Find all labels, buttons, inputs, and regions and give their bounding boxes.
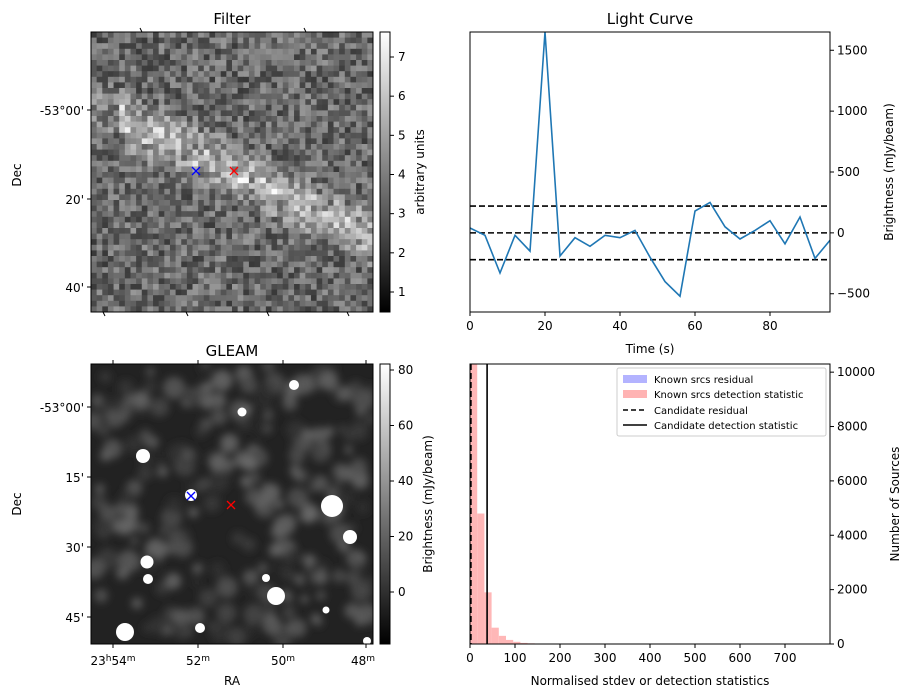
gleam-ytick-1: 15' xyxy=(65,471,84,485)
gleam-panel: GLEAM xyxy=(10,342,435,688)
histogram-ytick-2: 4000 xyxy=(837,528,868,542)
gleam-markers xyxy=(186,491,236,510)
light-curve-ytick-4: 1500 xyxy=(837,43,868,57)
histogram-xlabel: Normalised stdev or detection statistics xyxy=(531,674,770,688)
filter-colorbar-tick-1: 2 xyxy=(398,246,406,260)
gleam-colorbar: 0 20 40 60 80 Brightness (mJy/beam) xyxy=(379,363,435,645)
legend-label-candidate-residual: Candidate residual xyxy=(654,406,748,417)
histogram-bar-1-7 xyxy=(520,642,528,644)
gleam-colorbar-tick-1: 20 xyxy=(398,530,413,544)
gleam-ytick-3: 45' xyxy=(65,611,84,625)
gleam-colorbar-tick-0: 0 xyxy=(398,585,406,599)
gleam-colorbar-tick-4: 80 xyxy=(398,363,413,377)
filter-red-marker xyxy=(229,166,239,176)
gleam-xtick-1: 52m xyxy=(186,654,210,668)
light-curve-ytick-1: 0 xyxy=(837,226,845,240)
filter-colorbar-tick-6: 7 xyxy=(398,50,406,64)
light-curve-xtick-2: 40 xyxy=(612,319,627,333)
histogram-bar-1-0 xyxy=(470,364,478,644)
gleam-xtick-3: 48m xyxy=(351,654,375,668)
light-curve-series xyxy=(469,31,831,298)
legend-label-candidate-detection: Candidate detection statistic xyxy=(654,421,798,432)
histogram-xtick-5: 500 xyxy=(684,651,707,665)
light-curve-ylabel: Brightness (mJy/beam) xyxy=(882,103,896,241)
histogram-bar-1-1 xyxy=(477,513,485,644)
light-curve-xlabel: Time (s) xyxy=(625,342,675,356)
filter-panel: Filter -53°00' 20' 40' Dec 1 2 3 4 5 6 7 arbit… xyxy=(10,10,427,317)
filter-ylabel: Dec xyxy=(10,163,24,186)
histogram-bar-1-6 xyxy=(513,641,521,644)
histogram-xtick-4: 400 xyxy=(639,651,662,665)
light-curve-ytick-0: −500 xyxy=(837,287,870,301)
gleam-xlabel: RA xyxy=(224,674,241,688)
histogram-ytick-5: 10000 xyxy=(837,365,875,379)
gleam-ylabel: Dec xyxy=(10,492,24,515)
light-curve-xtick-4: 80 xyxy=(762,319,777,333)
light-curve-xtick-1: 20 xyxy=(537,319,552,333)
light-curve-xtick-3: 60 xyxy=(687,319,702,333)
histogram-xtick-6: 600 xyxy=(729,651,752,665)
histogram-xtick-2: 200 xyxy=(549,651,572,665)
filter-colorbar-tick-5: 6 xyxy=(398,89,406,103)
filter-colorbar-tick-2: 3 xyxy=(398,207,406,221)
filter-ytick-0: -53°00' xyxy=(40,104,84,118)
filter-colorbar-label: arbitrary units xyxy=(413,129,427,215)
histogram-xtick-7: 700 xyxy=(774,651,797,665)
filter-image xyxy=(91,32,373,312)
light-curve-ytick-3: 1000 xyxy=(837,104,868,118)
histogram-xtick-3: 300 xyxy=(594,651,617,665)
histogram-ytick-0: 0 xyxy=(837,637,845,651)
histogram-legend: Known srcs residual Known srcs detection… xyxy=(616,367,827,437)
filter-blue-marker xyxy=(191,166,201,176)
legend-label-known-detection: Known srcs detection statistic xyxy=(654,390,803,401)
histogram-panel: 0 100 200 300 400 500 600 700 0 2000 4000 6000 8000… xyxy=(466,363,902,688)
gleam-sources xyxy=(116,380,371,644)
gleam-xtick-0: 23h54m xyxy=(90,654,135,668)
histogram-candidate-lines xyxy=(470,364,488,644)
light-curve-xtick-0: 0 xyxy=(466,319,474,333)
gleam-xtick-2: 50m xyxy=(271,654,295,668)
histogram-ytick-4: 8000 xyxy=(837,420,868,434)
gleam-red-marker xyxy=(226,500,236,510)
gleam-ytick-0: -53°00' xyxy=(40,401,84,415)
gleam-ytick-2: 30' xyxy=(65,541,84,555)
filter-markers xyxy=(191,166,239,176)
histogram-ytick-3: 6000 xyxy=(837,474,868,488)
light-curve-threshold-lines xyxy=(470,205,830,261)
gleam-image xyxy=(91,364,373,644)
histogram-bar-1-2 xyxy=(484,592,492,644)
histogram-ytick-1: 2000 xyxy=(837,583,868,597)
histogram-xtick-1: 100 xyxy=(504,651,527,665)
gleam-title: GLEAM xyxy=(206,342,259,360)
gleam-colorbar-tick-3: 60 xyxy=(398,419,413,433)
histogram-bar-1-4 xyxy=(498,635,506,644)
light-curve-ytick-2: 500 xyxy=(837,165,860,179)
filter-ytick-1: 20' xyxy=(65,193,84,207)
legend-swatch-known-residual xyxy=(623,375,647,383)
gleam-blue-marker xyxy=(186,491,196,501)
histogram-xtick-0: 0 xyxy=(466,651,474,665)
gleam-colorbar-tick-2: 40 xyxy=(398,474,413,488)
filter-ytick-2: 40' xyxy=(65,281,84,295)
filter-colorbar: 1 2 3 4 5 6 7 arbitrary units xyxy=(379,31,427,313)
light-curve-panel: Light Curve 0 20 40 60 80 −500 0 500 1000 1500 T… xyxy=(466,10,896,356)
filter-title: Filter xyxy=(213,10,251,28)
filter-colorbar-tick-4: 5 xyxy=(398,128,406,142)
histogram-ylabel: Number of Sources xyxy=(888,447,902,562)
legend-swatch-known-detection xyxy=(623,390,647,398)
filter-colorbar-tick-0: 1 xyxy=(398,285,406,299)
filter-colorbar-tick-3: 4 xyxy=(398,168,406,182)
light-curve-title: Light Curve xyxy=(607,10,693,28)
histogram-bar-1-5 xyxy=(506,639,514,644)
legend-label-known-residual: Known srcs residual xyxy=(654,375,753,386)
histogram-bar-1-3 xyxy=(491,627,499,644)
gleam-colorbar-label: Brightness (mJy/beam) xyxy=(421,435,435,573)
